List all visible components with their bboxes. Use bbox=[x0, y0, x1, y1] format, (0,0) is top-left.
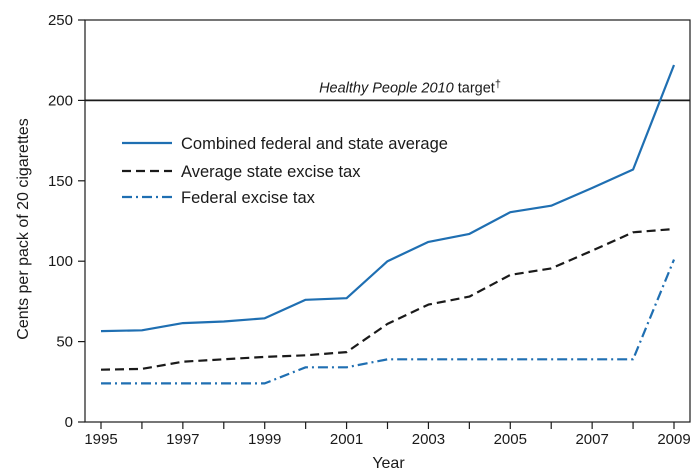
y-tick-label: 150 bbox=[48, 173, 73, 190]
series-line-3 bbox=[101, 259, 676, 385]
target-label-italic: Healthy People 2010 bbox=[319, 80, 454, 96]
y-tick-label: 0 bbox=[65, 414, 73, 431]
y-axis-title: Cents per pack of 20 cigarettes bbox=[15, 118, 32, 339]
y-tick-label: 50 bbox=[56, 334, 73, 351]
legend-label-1: Combined federal and state average bbox=[181, 135, 448, 153]
y-axis: 0 50 100 150 200 250 bbox=[48, 12, 85, 431]
legend-label-3: Federal excise tax bbox=[181, 189, 316, 207]
reference-line-group: Healthy People 2010 target† bbox=[85, 78, 690, 102]
x-tick-label: 2001 bbox=[330, 431, 363, 448]
target-label-rest: target bbox=[454, 80, 495, 96]
target-label-mark: † bbox=[495, 78, 501, 90]
x-axis: 1995 1997 1999 2001 2003 2005 2007 2009 bbox=[84, 422, 691, 448]
y-tick-label: 100 bbox=[48, 253, 73, 270]
x-tick-label: 2007 bbox=[575, 431, 608, 448]
series-line-1 bbox=[100, 64, 676, 333]
y-tick-label: 200 bbox=[48, 92, 73, 109]
y-tick-label: 250 bbox=[48, 12, 73, 29]
series-line-2 bbox=[100, 227, 675, 371]
x-tick-label: 2003 bbox=[412, 431, 445, 448]
x-tick-label: 1997 bbox=[166, 431, 199, 448]
series-group bbox=[100, 64, 676, 385]
target-label: Healthy People 2010 target† bbox=[319, 78, 501, 96]
legend: Combined federal and state average Averag… bbox=[122, 135, 448, 207]
x-axis-title: Year bbox=[372, 455, 405, 472]
x-tick-label: 2009 bbox=[657, 431, 690, 448]
x-tick-label: 2005 bbox=[494, 431, 527, 448]
legend-label-2: Average state excise tax bbox=[181, 163, 361, 181]
x-tick-label: 1999 bbox=[248, 431, 281, 448]
x-tick-label: 1995 bbox=[84, 431, 117, 448]
